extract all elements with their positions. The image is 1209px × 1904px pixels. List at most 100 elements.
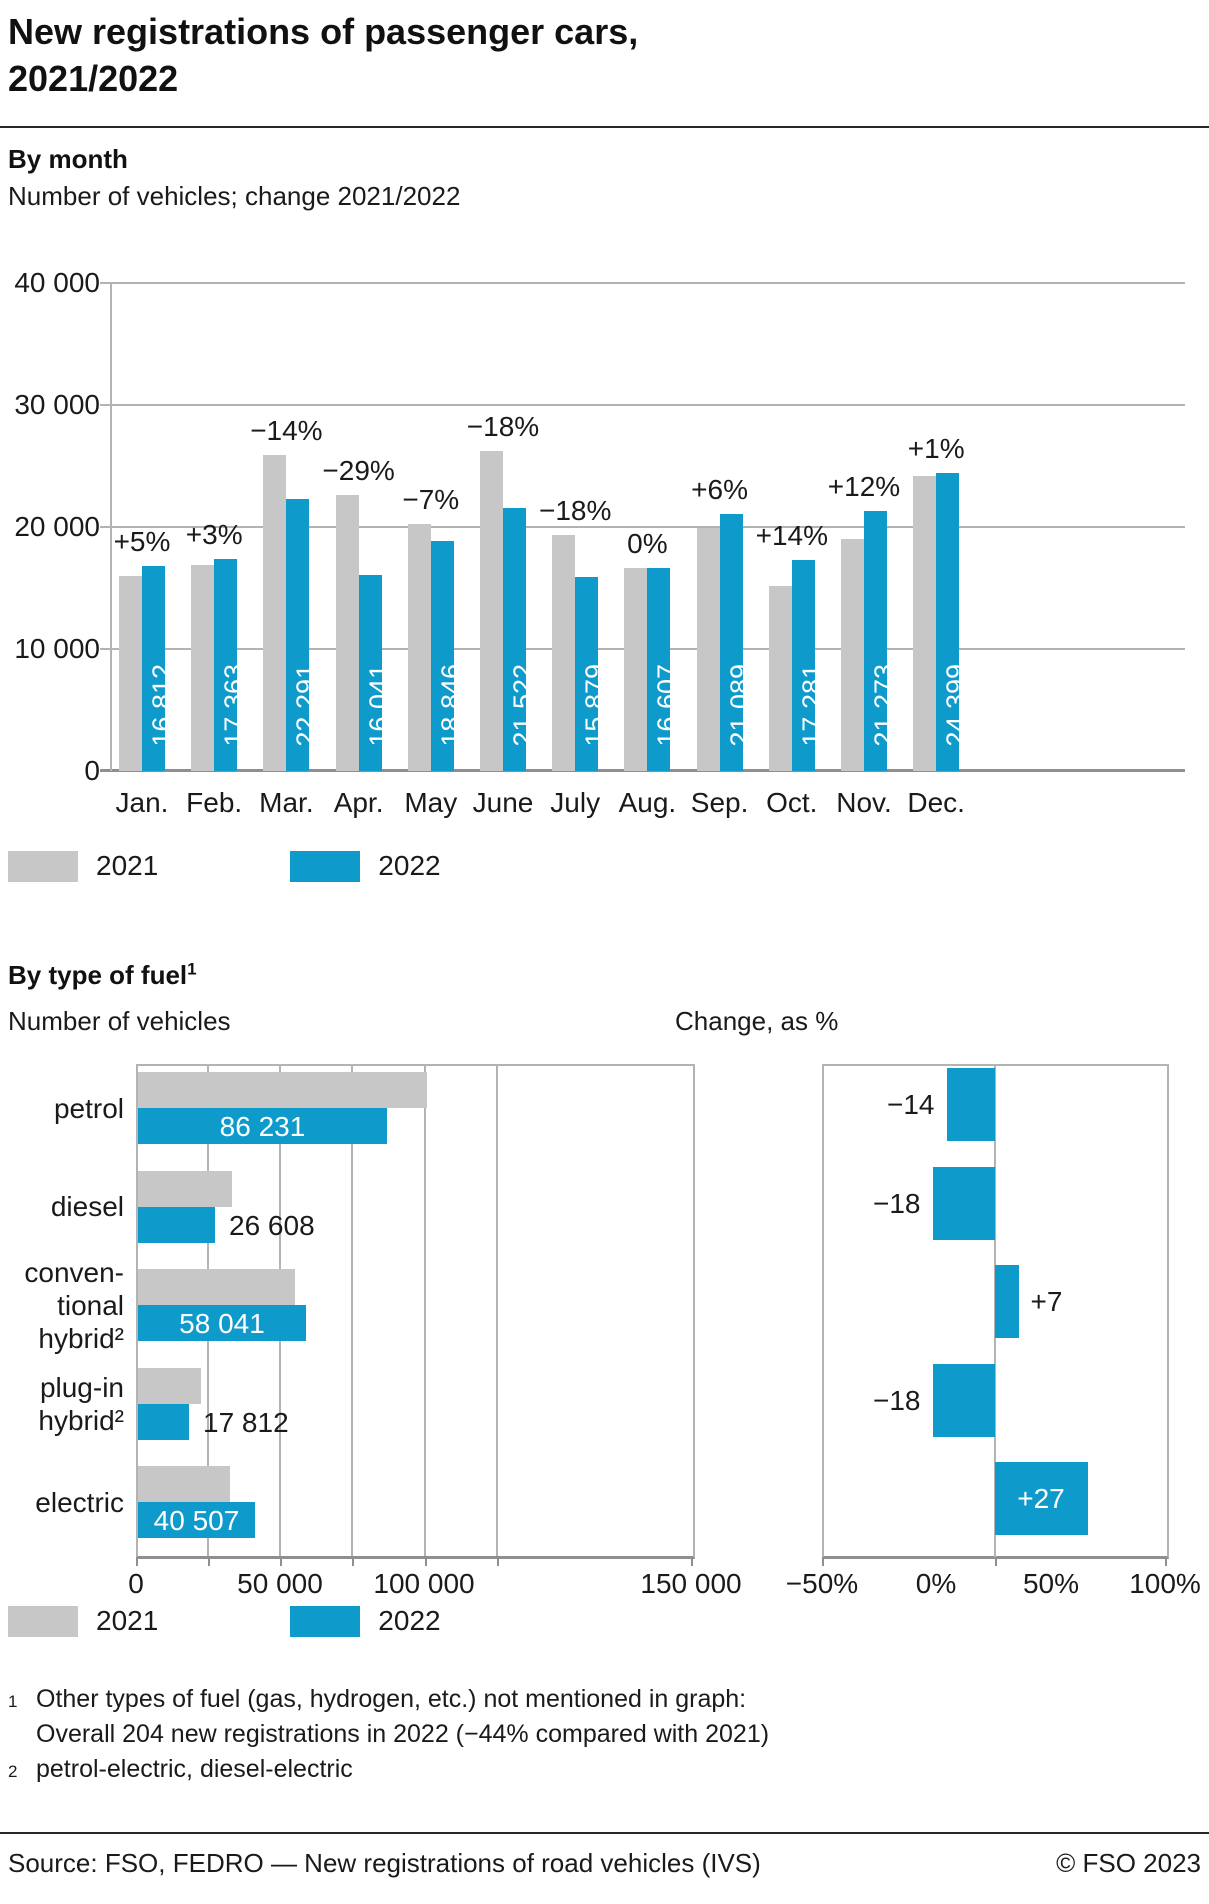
bar-2022-diesel <box>138 1207 215 1243</box>
bar-2022-conventional hybrid <box>138 1305 306 1341</box>
footer-divider <box>0 1832 1209 1834</box>
fuel-legend: 2021 2022 <box>8 1605 441 1637</box>
bar-value-label-petrol: −14 <box>887 1089 935 1120</box>
pct-change-label-June: −18% <box>466 411 540 442</box>
category-label-line: plug-in <box>39 1372 124 1403</box>
bar-2022-Oct. <box>791 560 815 771</box>
pct-change-label-Feb.: +3% <box>185 519 243 550</box>
x-axis-tick <box>995 1557 997 1566</box>
footnotes: 1 Other types of fuel (gas, hydrogen, et… <box>8 1682 769 1789</box>
bar-value-label-electric: 40 507 <box>153 1505 240 1536</box>
bar-value-label-June: 21 522 <box>508 664 538 747</box>
x-axis-tick <box>425 1557 427 1566</box>
x-axis-tick <box>208 1557 210 1566</box>
x-axis-tick <box>691 1557 693 1566</box>
category-label-line: tional <box>57 1290 124 1321</box>
bar-value-label-Mar.: 22 291 <box>291 664 322 747</box>
bar-2021-conventional hybrid <box>138 1269 295 1305</box>
title-divider <box>0 126 1209 128</box>
legend-label-2022: 2022 <box>378 850 441 881</box>
footer-copyright: © FSO 2023 <box>1056 1848 1201 1878</box>
pct-change-label-Mar.: −14% <box>250 415 323 446</box>
x-axis-tick <box>352 1557 354 1566</box>
category-label-plug-in hybrid: plug-in hybrid² <box>0 1371 124 1437</box>
plot-border <box>136 1064 695 1559</box>
x-tick-label-June: June <box>472 787 534 818</box>
fuel-change-subtitle: Change, as % <box>675 1006 839 1036</box>
bar-2022-July <box>575 577 599 771</box>
bar-2021-May <box>407 524 431 771</box>
bar-2021-June <box>480 451 503 771</box>
x-tick-label-50000: 50 000 <box>237 1568 323 1599</box>
footnote-1-text-a: Other types of fuel (gas, hydrogen, etc.… <box>36 1685 747 1713</box>
gridline-20000 <box>100 526 1185 528</box>
x-axis-tick <box>136 1557 138 1566</box>
x-axis-tick <box>280 1557 282 1566</box>
bar-2021-July <box>552 535 576 771</box>
x-tick-label-Sep.: Sep. <box>690 787 749 818</box>
footnote-2: 2 petrol-electric, diesel-electric <box>8 1752 769 1789</box>
pct-change-label-Nov.: +12% <box>827 471 901 502</box>
pct-change-label-Oct.: +14% <box>755 520 828 551</box>
x-tick-label-0%: 0% <box>915 1568 957 1599</box>
y-axis-line <box>110 283 112 771</box>
bar-value-label-conventional hybrid: 58 041 <box>179 1308 265 1339</box>
bar-2022-petrol <box>138 1108 387 1144</box>
bar-2022-Aug. <box>647 568 671 771</box>
bar-2022-plug-in hybrid <box>138 1404 189 1440</box>
bar-value-label-plug-in hybrid: 17 812 <box>203 1407 289 1438</box>
fuel-chart-heading: By type of fuel1 <box>8 959 197 990</box>
x-tick-label-−50%: −50% <box>785 1568 859 1599</box>
gridline-30000 <box>100 404 1185 406</box>
bar-value-label-Aug.: 16 607 <box>652 664 683 747</box>
x-axis-tick <box>1165 1557 1167 1566</box>
bar-2021-Sep. <box>696 528 720 771</box>
x-tick-label-50%: 50% <box>1022 1568 1080 1599</box>
y-tick-label-20000: 20 000 <box>14 511 100 542</box>
x-axis-tick <box>497 1557 499 1566</box>
bar-value-label-Feb.: 17 363 <box>219 664 250 747</box>
bar-value-label-July: 15 879 <box>580 664 611 747</box>
gridline-75000 <box>351 1064 353 1557</box>
bar-2022-Mar. <box>286 499 310 771</box>
footnote-2-marker: 2 <box>8 1762 18 1781</box>
bar-value-label-Sep.: 21 089 <box>724 664 755 747</box>
bar-value-label-Nov.: 21 273 <box>869 664 899 747</box>
footnote-1: 1 Other types of fuel (gas, hydrogen, et… <box>8 1682 769 1752</box>
bar-2021-Nov. <box>841 539 864 771</box>
bar-2022-Jan. <box>142 566 165 771</box>
bar-value-label-diesel: −18 <box>873 1188 921 1219</box>
title-line-1: New registrations of passenger cars, <box>8 11 639 52</box>
x-tick-label-July: July <box>550 787 601 818</box>
bar-2021-Aug. <box>624 568 648 771</box>
pct-change-label-May: −7% <box>402 484 460 515</box>
fuel-heading-footnote-marker: 1 <box>187 959 197 979</box>
category-label-line: conven- <box>24 1257 124 1288</box>
bar-2022-Sep. <box>719 514 743 771</box>
x-tick-label-Jan.: Jan. <box>115 787 169 818</box>
footer-source: Source: FSO, FEDRO — New registrations o… <box>8 1848 761 1878</box>
monthly-chart-subtitle: Number of vehicles; change 2021/2022 <box>8 181 461 211</box>
category-label-line: diesel <box>50 1191 124 1222</box>
bar-2022-Dec. <box>936 473 960 771</box>
pct-change-label-Jan.: +5% <box>113 526 171 557</box>
bar-value-label-Dec.: 24 399 <box>941 664 972 747</box>
bar-change-conventional hybrid <box>994 1265 1019 1338</box>
x-tick-label-Apr.: Apr. <box>333 787 384 818</box>
bar-2021-petrol <box>138 1072 427 1108</box>
legend-swatch-2022 <box>290 850 361 882</box>
pct-change-label-Sep.: +6% <box>691 474 748 505</box>
bar-2022-June <box>503 508 526 771</box>
category-label-diesel: diesel <box>0 1190 124 1223</box>
y-tick-label-30000: 30 000 <box>14 389 100 420</box>
monthly-chart-heading: By month <box>8 144 128 174</box>
bar-2022-Nov. <box>864 511 887 771</box>
bar-2021-Apr. <box>335 495 359 771</box>
monthly-bar-chart: +5% 16 812 Jan. +3% 17 363 Feb. −14% 22 291 Mar.… <box>100 282 1185 818</box>
gridline-40000 <box>100 282 1185 284</box>
pct-change-label-July: −18% <box>538 495 612 526</box>
legend2-label-2021: 2021 <box>96 1605 159 1636</box>
footer: Source: FSO, FEDRO — New registrations o… <box>8 1848 1201 1879</box>
bar-value-label-conventional hybrid: +7 <box>1030 1286 1063 1317</box>
